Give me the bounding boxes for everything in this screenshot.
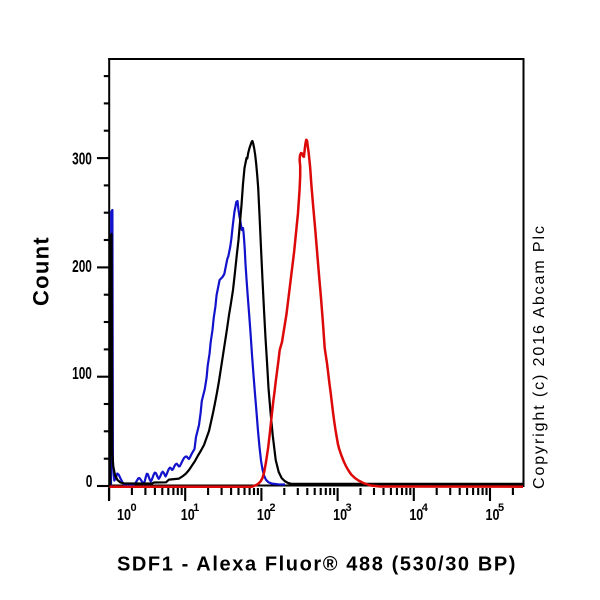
svg-text:0: 0 [86, 472, 93, 492]
svg-text:2: 2 [269, 502, 275, 514]
svg-text:10: 10 [117, 506, 131, 523]
svg-text:10: 10 [486, 506, 500, 523]
svg-text:Copyright (c) 2016 Abcam Plc: Copyright (c) 2016 Abcam Plc [531, 224, 548, 489]
svg-text:4: 4 [422, 502, 429, 514]
svg-text:10: 10 [257, 506, 271, 523]
svg-text:5: 5 [498, 502, 504, 514]
svg-text:Count: Count [29, 236, 54, 306]
svg-text:10: 10 [181, 506, 195, 523]
svg-text:0: 0 [130, 502, 136, 514]
svg-text:1: 1 [193, 502, 199, 514]
svg-text:3: 3 [346, 502, 352, 514]
svg-text:200: 200 [72, 257, 92, 277]
svg-text:10: 10 [409, 506, 423, 523]
svg-text:10: 10 [333, 506, 347, 523]
svg-text:SDF1 - Alexa Fluor® 488 (530/3: SDF1 - Alexa Fluor® 488 (530/30 BP) [117, 554, 517, 576]
svg-text:100: 100 [72, 364, 92, 384]
svg-text:300: 300 [72, 149, 92, 169]
